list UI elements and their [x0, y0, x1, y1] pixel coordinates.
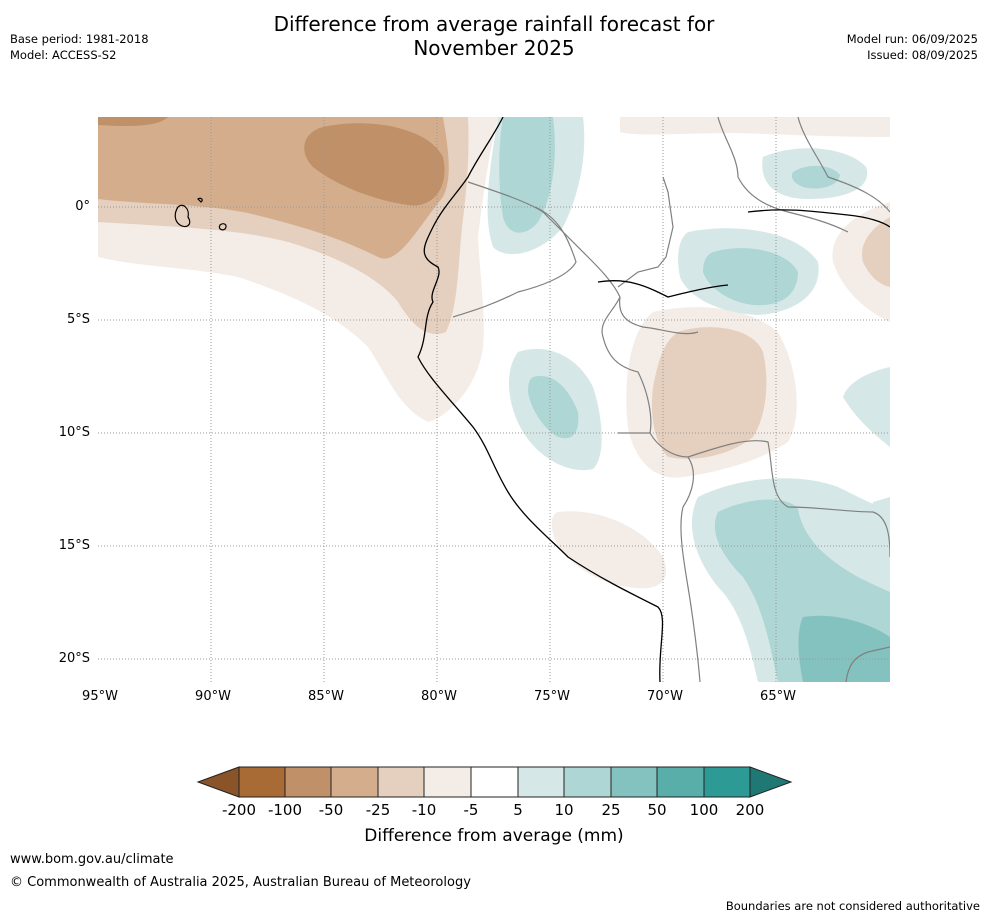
lon-label-90w: 90°W: [195, 689, 231, 704]
colorbar: [196, 766, 793, 798]
model-run-text: Model run: 06/09/2025: [846, 32, 978, 46]
metadata-right: Model run: 06/09/2025 Issued: 08/09/2025: [847, 31, 978, 63]
colorbar-tick: -50: [318, 801, 344, 819]
lon-label-70w: 70°W: [647, 689, 683, 704]
lon-label-85w: 85°W: [308, 689, 344, 704]
wet-anomaly-east-edge: [871, 497, 890, 549]
issued-text: Issued: 08/09/2025: [867, 48, 978, 62]
dry-anomaly-north-edge: [620, 117, 890, 137]
lat-label-15s: 15°S: [58, 538, 90, 553]
lat-label-10s: 10°S: [58, 425, 90, 440]
wet-anomaly-venezuela: [762, 148, 868, 199]
colorbar-tick: -10: [411, 801, 437, 819]
dry-anomaly-bolivia: [626, 307, 797, 478]
lat-label-5s: 5°S: [66, 312, 90, 327]
colorbar-tick: -200: [221, 801, 257, 819]
colorbar-tick: -25: [365, 801, 391, 819]
colorbar-tick: 10: [554, 801, 574, 819]
lon-label-75w: 75°W: [534, 689, 570, 704]
colorbar-tick: -5: [463, 801, 479, 819]
colorbar-tick: 200: [735, 801, 765, 819]
metadata-left: Base period: 1981-2018 Model: ACCESS-S2: [10, 31, 149, 63]
title-line-1: Difference from average rainfall forecas…: [273, 12, 715, 36]
country-borders: [452, 117, 890, 682]
colorbar-tick: 100: [689, 801, 719, 819]
dry-anomaly-southern-peru: [551, 511, 667, 589]
base-period-text: Base period: 1981-2018: [10, 32, 149, 46]
coastline: [417, 117, 890, 682]
galapagos-islands: [174, 197, 227, 231]
colorbar-tick: 5: [513, 801, 523, 819]
footer-boundary-note: Boundaries are not considered authoritat…: [725, 899, 980, 913]
wet-anomaly-bolivia-south: [691, 478, 890, 682]
wet-anomaly-colombia: [487, 117, 585, 255]
rainfall-anomaly-map: [98, 117, 890, 682]
lon-label-95w: 95°W: [82, 689, 118, 704]
colorbar-extend-wet: [749, 766, 793, 798]
map-canvas: [98, 117, 890, 682]
lon-label-80w: 80°W: [421, 689, 457, 704]
footer-url: www.bom.gov.au/climate: [10, 852, 174, 867]
colorbar-label: Difference from average (mm): [364, 826, 624, 846]
colorbar-extend-dry: [196, 766, 240, 798]
model-text: Model: ACCESS-S2: [10, 48, 117, 62]
colorbar-tick: -100: [267, 801, 303, 819]
wet-anomaly-amazon: [678, 228, 819, 315]
dry-anomaly-east-edge: [832, 202, 890, 322]
lat-label-0: 0°: [75, 199, 90, 214]
colorbar-tick: 25: [601, 801, 621, 819]
colorbar-tick: 50: [647, 801, 667, 819]
lat-label-20s: 20°S: [58, 651, 90, 666]
graticule: [98, 117, 890, 682]
footer-copyright: © Commonwealth of Australia 2025, Austra…: [10, 875, 471, 890]
lon-label-65w: 65°W: [760, 689, 796, 704]
chart-title: Difference from average rainfall forecas…: [0, 12, 988, 60]
dry-anomaly-northwest: [98, 117, 498, 422]
wet-anomaly-brazil-east: [843, 367, 890, 447]
wet-anomaly-peru: [508, 348, 602, 471]
title-line-2: November 2025: [413, 36, 575, 60]
